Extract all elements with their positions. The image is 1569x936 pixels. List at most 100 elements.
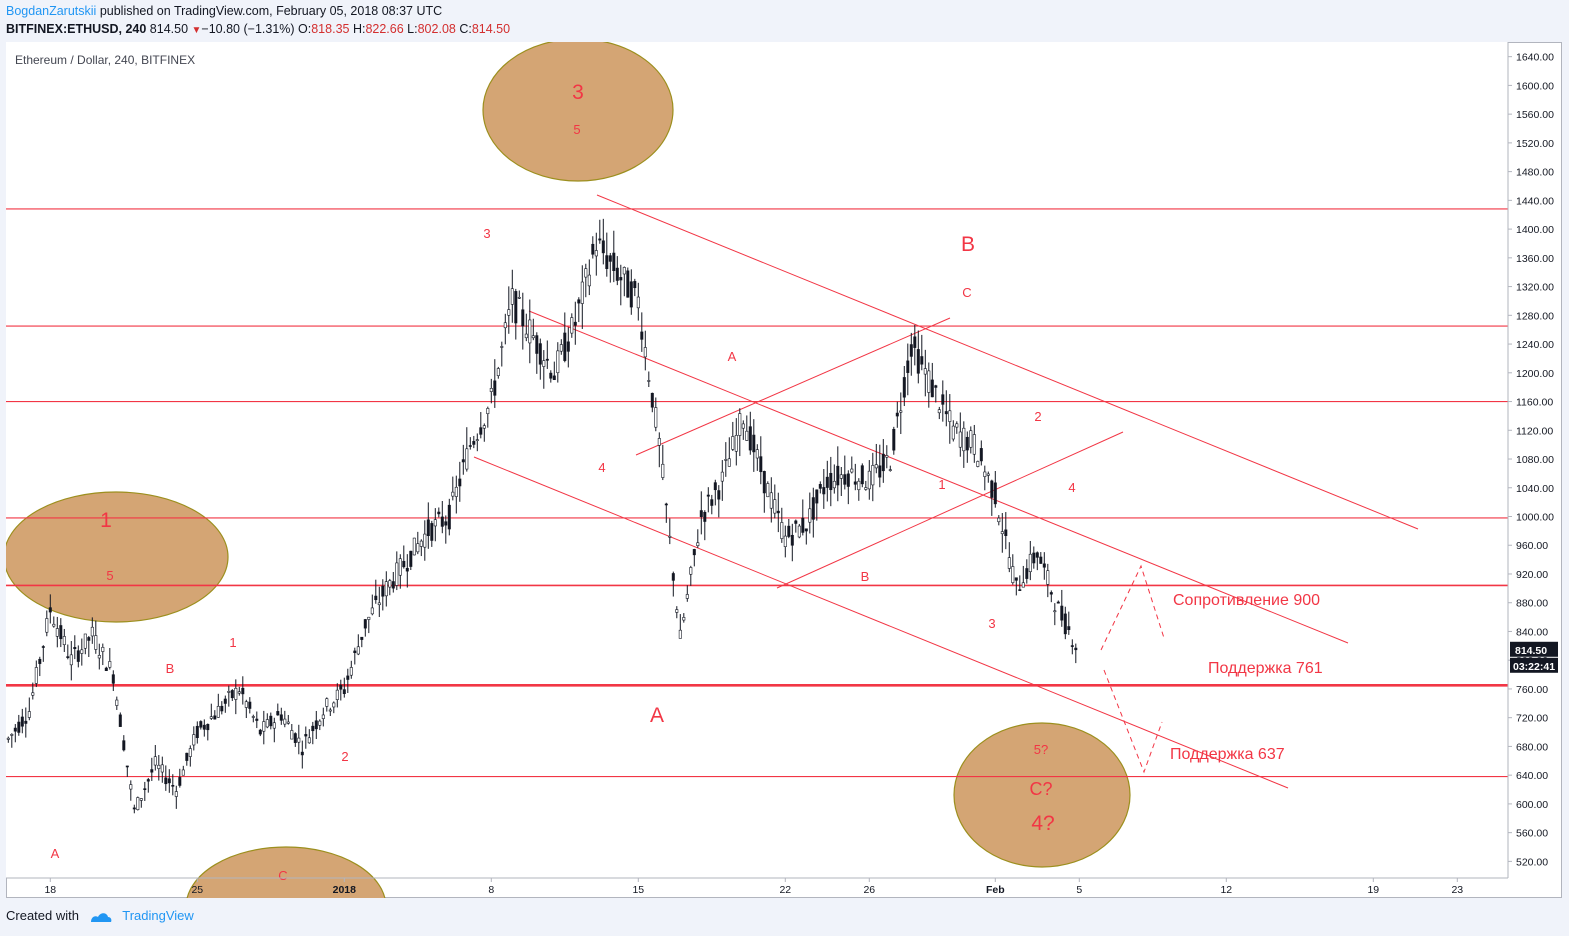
candle [853,463,857,491]
candle-body [937,409,941,414]
candle-body [353,650,357,653]
candle-body [664,503,668,506]
candle [461,444,465,475]
candle-body [1000,531,1004,535]
candle-body [276,711,280,716]
tradingview-link[interactable]: TradingView [122,908,194,923]
candle-body [703,511,707,522]
candle-body [524,333,528,339]
candle-body [76,650,80,662]
candle-body [153,756,157,766]
candle-body [20,716,24,727]
candle-body [573,321,577,326]
candle [1025,559,1029,584]
candle [83,633,87,655]
candle-body [1035,552,1039,558]
candle [1032,546,1036,569]
candle-body [171,785,175,787]
candle-body [545,358,549,361]
price-tick-label: 560.00 [1516,828,1548,840]
candle-body [874,464,878,469]
candle [314,710,318,740]
candle-body [500,346,504,348]
candle-body [489,387,493,392]
candle-body [10,734,14,736]
candle [66,644,70,660]
candle-body [1021,582,1025,588]
candle-body [395,562,399,586]
wave-circle-4 [186,846,386,898]
candle-body [916,349,920,374]
candle [808,492,812,534]
candle-body [710,499,714,506]
price-tick-label: 1440.00 [1516,195,1554,207]
candle [829,456,833,507]
candle [615,256,619,286]
candle-body [185,752,189,761]
candle-body [1070,645,1074,647]
candle-body [493,380,497,396]
candle-body [857,480,861,491]
candle [885,445,889,469]
candle-body [783,535,787,547]
candle [13,724,17,743]
candle [384,571,388,607]
candle [878,444,882,488]
candle-body [349,667,353,676]
candle [507,286,511,334]
candle [843,455,847,490]
candle [594,232,598,276]
candle-body [587,274,591,287]
candle-body [699,510,703,518]
candle-body [136,797,140,810]
candle [860,463,864,488]
candle [1053,603,1057,626]
candle-body [482,425,486,429]
candle-body [178,777,182,786]
candle-body [1039,556,1043,564]
candle-body [993,482,997,505]
candle [780,507,784,543]
candle-body [286,721,290,724]
price-tick-label: 1360.00 [1516,253,1554,265]
candle [727,437,731,467]
candle [517,290,521,300]
candle-body [521,309,525,327]
candle [300,740,304,769]
candle [419,539,423,557]
wave-label-20: 1 [229,635,236,650]
candle [825,460,829,502]
candle-body [346,675,350,680]
candle [633,278,637,297]
candle-body [825,476,829,488]
price-tick-label: 1320.00 [1516,282,1554,294]
wave-label-12: A [728,349,737,364]
wave-label-9: 3 [483,226,490,241]
candle-body [314,720,318,730]
candle [1014,577,1018,596]
author-link[interactable]: BogdanZarutskii [6,4,97,18]
time-tick-label: 25 [191,884,203,896]
candle-body [696,542,700,547]
candle-body [199,721,203,728]
candle [920,334,924,371]
candle [129,780,133,801]
candle [804,528,808,545]
trend-line-2 [528,310,1349,644]
candle [888,465,892,472]
candle-body [836,465,840,486]
candle [230,689,234,701]
candle-body [444,521,448,526]
candle-body [220,705,224,712]
trend-line-5 [776,431,1124,589]
candle-body [972,434,976,455]
candle [1046,563,1050,598]
candle-body [636,296,640,309]
candle [587,259,591,296]
candle-body [510,288,514,305]
candle [1007,542,1011,573]
candle-body [633,281,637,289]
price-tick-label: 1480.00 [1516,167,1554,179]
candle-body [307,737,311,744]
